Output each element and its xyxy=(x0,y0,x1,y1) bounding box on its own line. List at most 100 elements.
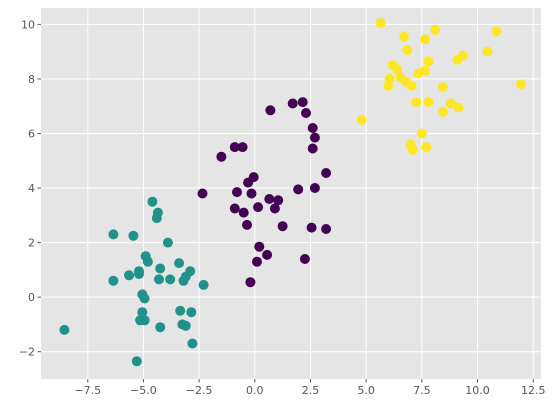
data-point-series-2 xyxy=(375,18,386,28)
data-point-series-0 xyxy=(277,221,288,232)
data-point-series-2 xyxy=(406,80,417,91)
data-point-series-0 xyxy=(297,97,308,108)
data-point-series-1 xyxy=(142,256,153,267)
data-point-series-1 xyxy=(187,338,198,349)
data-point-series-0 xyxy=(229,203,240,214)
x-tick-label: 12.5 xyxy=(521,384,546,397)
data-point-series-2 xyxy=(356,114,367,125)
data-point-series-1 xyxy=(151,213,162,224)
data-point-series-0 xyxy=(307,123,318,133)
data-point-series-0 xyxy=(287,98,298,109)
data-point-series-0 xyxy=(254,241,265,252)
data-point-series-1 xyxy=(139,293,150,304)
x-tick-label: 10.0 xyxy=(465,384,490,397)
data-point-series-2 xyxy=(411,97,422,108)
y-tick-label: 6 xyxy=(28,127,35,140)
data-point-series-2 xyxy=(453,102,464,113)
data-point-series-1 xyxy=(128,230,139,241)
data-point-series-2 xyxy=(445,98,456,109)
data-point-series-0 xyxy=(252,256,262,267)
data-point-series-2 xyxy=(420,34,431,45)
data-point-series-2 xyxy=(402,45,413,56)
data-point-series-2 xyxy=(423,56,434,67)
data-point-series-0 xyxy=(269,203,280,214)
y-tick-label: 0 xyxy=(28,291,35,304)
data-point-series-0 xyxy=(246,188,257,199)
data-point-series-1 xyxy=(139,315,150,326)
data-point-series-0 xyxy=(321,168,332,178)
grid-lines xyxy=(41,8,541,379)
data-point-series-0 xyxy=(237,142,248,153)
data-point-series-0 xyxy=(264,194,275,204)
data-point-series-0 xyxy=(229,142,240,153)
data-point-series-0 xyxy=(301,108,311,118)
data-point-series-1 xyxy=(108,275,119,286)
y-axis-ticks: −2 0 2 4 6 8 10 xyxy=(19,18,41,359)
data-point-series-2 xyxy=(430,24,441,35)
x-tick-label: −5.0 xyxy=(130,384,157,397)
data-point-series-0 xyxy=(293,184,304,195)
data-point-series-2 xyxy=(407,144,418,155)
data-point-series-0 xyxy=(238,207,249,218)
plot-background xyxy=(41,8,541,379)
data-point-series-0 xyxy=(309,132,320,143)
data-point-series-1 xyxy=(174,258,185,269)
x-tick-label: −2.5 xyxy=(186,384,213,397)
data-point-series-0 xyxy=(242,219,252,230)
data-point-series-1 xyxy=(124,270,134,281)
data-point-series-0 xyxy=(248,172,259,183)
y-tick-label: 8 xyxy=(28,73,35,86)
data-point-series-0 xyxy=(253,202,264,213)
data-point-series-0 xyxy=(262,249,273,260)
data-point-series-1 xyxy=(147,196,158,207)
data-point-series-0 xyxy=(216,151,227,162)
data-point-series-0 xyxy=(307,143,318,154)
data-point-series-0 xyxy=(306,222,317,233)
data-point-series-1 xyxy=(180,271,191,282)
data-point-series-2 xyxy=(413,68,424,79)
data-point-series-2 xyxy=(491,26,502,37)
data-point-series-0 xyxy=(299,254,310,264)
data-point-series-1 xyxy=(155,263,166,274)
data-point-series-0 xyxy=(309,183,320,193)
data-point-series-2 xyxy=(421,142,432,153)
data-point-series-2 xyxy=(438,82,448,93)
data-point-series-0 xyxy=(321,224,332,234)
data-point-series-1 xyxy=(134,269,144,279)
x-tick-label: 0.0 xyxy=(246,384,264,397)
data-point-series-0 xyxy=(265,105,276,116)
data-point-series-1 xyxy=(137,307,148,318)
data-point-series-1 xyxy=(186,307,197,318)
x-axis-ticks: −7.5 −5.0 −2.5 0.0 2.5 5.0 7.5 10.0 12.5 xyxy=(74,379,545,397)
data-point-series-2 xyxy=(482,46,493,57)
data-point-series-1 xyxy=(108,229,119,240)
data-point-series-2 xyxy=(399,31,409,42)
y-tick-label: 10 xyxy=(21,18,35,31)
data-point-series-0 xyxy=(232,187,242,198)
data-point-series-0 xyxy=(245,277,256,288)
data-point-series-2 xyxy=(516,79,526,90)
y-tick-label: 2 xyxy=(28,237,35,250)
data-point-series-2 xyxy=(438,106,448,117)
data-point-series-2 xyxy=(416,128,427,139)
data-point-series-2 xyxy=(423,97,434,108)
data-point-series-1 xyxy=(198,279,209,290)
y-tick-label: 4 xyxy=(28,182,35,195)
data-point-series-0 xyxy=(197,188,208,199)
data-points xyxy=(59,18,526,367)
data-point-series-1 xyxy=(131,356,142,367)
x-tick-label: 7.5 xyxy=(413,384,431,397)
data-point-series-1 xyxy=(59,324,70,335)
data-point-series-1 xyxy=(154,274,164,285)
x-tick-label: 2.5 xyxy=(302,384,320,397)
x-tick-label: −7.5 xyxy=(74,384,101,397)
data-point-series-2 xyxy=(452,54,463,65)
data-point-series-1 xyxy=(180,320,191,331)
y-tick-label: −2 xyxy=(19,346,35,359)
data-point-series-1 xyxy=(165,274,176,285)
data-point-series-1 xyxy=(162,237,173,248)
data-point-series-2 xyxy=(392,64,403,75)
data-point-series-1 xyxy=(155,322,166,333)
data-point-series-2 xyxy=(383,80,394,91)
